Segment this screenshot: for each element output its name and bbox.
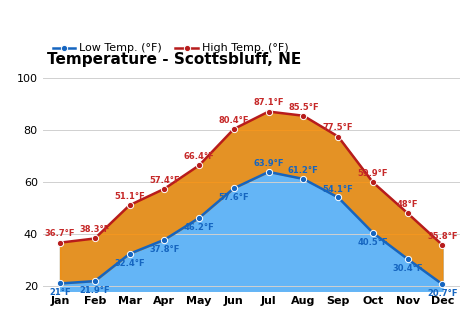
Text: Temperature - Scottsbluff, NE: Temperature - Scottsbluff, NE	[47, 53, 301, 68]
Text: 77.5°F: 77.5°F	[323, 123, 354, 132]
Text: 21.9°F: 21.9°F	[80, 286, 110, 295]
Text: 20.7°F: 20.7°F	[427, 289, 458, 298]
Text: 57.6°F: 57.6°F	[219, 193, 249, 202]
Text: 38.3°F: 38.3°F	[80, 225, 110, 234]
Text: 66.4°F: 66.4°F	[184, 152, 214, 161]
Text: 87.1°F: 87.1°F	[253, 98, 284, 107]
Text: 40.5°F: 40.5°F	[357, 238, 388, 247]
Text: 30.4°F: 30.4°F	[392, 264, 423, 273]
Text: 36.7°F: 36.7°F	[45, 229, 75, 238]
Text: 57.4°F: 57.4°F	[149, 176, 180, 185]
Text: 48°F: 48°F	[397, 200, 419, 209]
Text: 37.8°F: 37.8°F	[149, 245, 180, 254]
Text: 32.4°F: 32.4°F	[114, 259, 145, 268]
Legend: Low Temp. (°F), High Temp. (°F): Low Temp. (°F), High Temp. (°F)	[48, 39, 293, 58]
Text: 80.4°F: 80.4°F	[219, 116, 249, 125]
Text: 35.8°F: 35.8°F	[427, 232, 458, 241]
Text: 54.1°F: 54.1°F	[323, 185, 354, 194]
Text: 51.1°F: 51.1°F	[114, 192, 145, 201]
Text: 21°F: 21°F	[49, 288, 71, 297]
Text: 61.2°F: 61.2°F	[288, 166, 319, 175]
Text: 46.2°F: 46.2°F	[184, 223, 214, 232]
Text: 85.5°F: 85.5°F	[288, 103, 319, 112]
Text: 59.9°F: 59.9°F	[357, 169, 388, 178]
Text: 63.9°F: 63.9°F	[253, 160, 284, 168]
